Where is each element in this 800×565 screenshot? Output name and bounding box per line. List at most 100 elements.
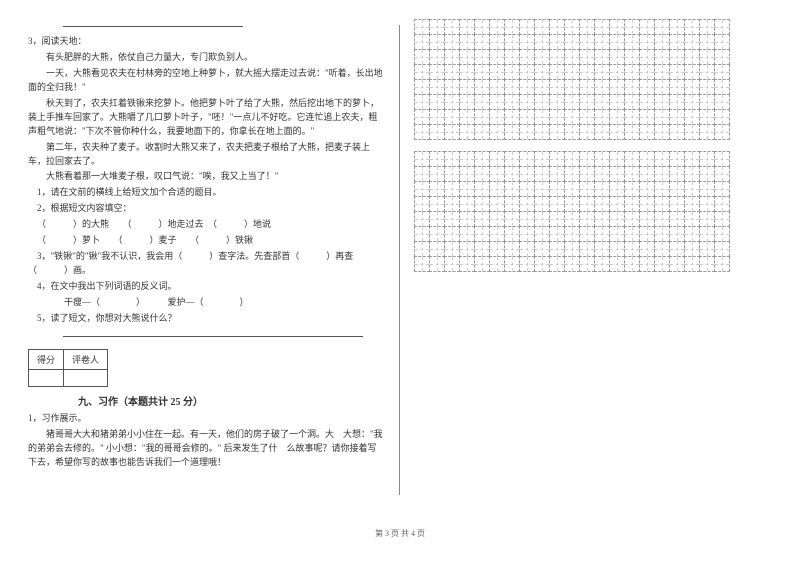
writing-grid-cell xyxy=(519,109,535,125)
writing-grid-cell xyxy=(504,64,520,80)
writing-grid-cell xyxy=(579,166,595,182)
writing-grid-cell xyxy=(639,94,655,110)
writing-grid-cell xyxy=(549,34,565,50)
writing-grid-cell xyxy=(594,256,610,272)
writing-grid-cell xyxy=(489,109,505,125)
writing-grid-cell xyxy=(699,241,715,257)
score-cell-label: 得分 xyxy=(29,349,64,369)
writing-grid-cell xyxy=(519,256,535,272)
writing-grid-cell xyxy=(639,181,655,197)
writing-grid-cell xyxy=(564,181,580,197)
writing-grid-cell xyxy=(459,19,475,35)
writing-grid-cell xyxy=(624,34,640,50)
writing-grid-cell xyxy=(429,79,445,95)
writing-grid-cell xyxy=(549,241,565,257)
writing-grid-cell xyxy=(459,79,475,95)
writing-grid-cell xyxy=(429,226,445,242)
writing-grid-cell xyxy=(639,166,655,182)
writing-grid-cell xyxy=(639,196,655,212)
writing-grid-box xyxy=(415,20,772,140)
writing-grid-cell xyxy=(474,181,490,197)
writing-grid-cell xyxy=(519,49,535,65)
writing-grid-cell xyxy=(609,256,625,272)
writing-grid-row xyxy=(415,182,772,197)
writing-grid-cell xyxy=(624,166,640,182)
writing-grid-cell xyxy=(669,256,685,272)
writing-grid-cell xyxy=(474,64,490,80)
writing-grid-cell xyxy=(579,109,595,125)
writing-grid-cell xyxy=(624,211,640,227)
writing-grid-cell xyxy=(429,166,445,182)
writing-grid-cell xyxy=(474,124,490,140)
writing-grid-cell xyxy=(414,151,430,167)
writing-grid-cell xyxy=(519,34,535,50)
writing-grid-cell xyxy=(579,94,595,110)
writing-grid-row xyxy=(415,152,772,167)
writing-grid-cell xyxy=(654,49,670,65)
writing-grid-cell xyxy=(594,226,610,242)
writing-grid-cell xyxy=(549,79,565,95)
writing-grid-cell xyxy=(594,79,610,95)
writing-grid-cell xyxy=(699,226,715,242)
writing-grid-cell xyxy=(624,196,640,212)
writing-grid-cell xyxy=(684,196,700,212)
writing-grid-cell xyxy=(684,181,700,197)
writing-grid-cell xyxy=(474,34,490,50)
writing-grid-cell xyxy=(609,211,625,227)
writing-grid-cell xyxy=(684,124,700,140)
writing-grid-cell xyxy=(519,166,535,182)
writing-grid-cell xyxy=(414,64,430,80)
writing-grid-cell xyxy=(474,241,490,257)
story-p3: 秋天到了，农夫扛着铁锹来挖萝卜。他把萝卜叶了给了大熊，然后挖出地下的萝卜，装上手… xyxy=(28,97,385,139)
writing-grid-cell xyxy=(534,196,550,212)
writing-grid-cell xyxy=(504,124,520,140)
writing-grid-cell xyxy=(519,64,535,80)
writing-grid-cell xyxy=(699,94,715,110)
writing-grid-cell xyxy=(699,211,715,227)
writing-grid-cell xyxy=(504,151,520,167)
writing-grid-cell xyxy=(654,256,670,272)
writing-grid-cell xyxy=(489,166,505,182)
writing-grid-cell xyxy=(684,49,700,65)
writing-grid-cell xyxy=(669,151,685,167)
writing-grid-cell xyxy=(489,49,505,65)
writing-grid-cell xyxy=(534,19,550,35)
writing-grid-cell xyxy=(549,64,565,80)
writing-grid-cell xyxy=(549,19,565,35)
writing-grid-cell xyxy=(579,211,595,227)
writing-grid-cell xyxy=(684,94,700,110)
writing-grid-cell xyxy=(549,124,565,140)
writing-grid-cell xyxy=(684,256,700,272)
writing-grid-cell xyxy=(609,19,625,35)
writing-grid-cell xyxy=(444,94,460,110)
writing-grid-cell xyxy=(714,64,730,80)
writing-grid-cell xyxy=(519,181,535,197)
writing-grid-cell xyxy=(534,109,550,125)
writing-grid-cell xyxy=(474,211,490,227)
writing-grid-cell xyxy=(489,151,505,167)
writing-grid-cell xyxy=(564,241,580,257)
writing-grid-cell xyxy=(429,34,445,50)
writing-grid-cell xyxy=(444,166,460,182)
sub-q2: 2，根据短文内容填空： xyxy=(28,202,385,216)
writing-grid-cell xyxy=(579,124,595,140)
writing-grid-cell xyxy=(594,94,610,110)
score-table: 得分 评卷人 xyxy=(28,349,108,387)
writing-grid-cell xyxy=(459,166,475,182)
writing-grid-cell xyxy=(639,64,655,80)
writing-grid-cell xyxy=(699,109,715,125)
writing-grid-row xyxy=(415,167,772,182)
story-p4: 第二年，农夫种了麦子。收割时大熊又来了，农夫把麦子根给了大熊，把麦子装上车，拉回… xyxy=(28,141,385,169)
writing-grid-cell xyxy=(654,34,670,50)
writing-grid-cell xyxy=(549,94,565,110)
writing-grid-cell xyxy=(594,151,610,167)
writing-grid-cell xyxy=(639,49,655,65)
writing-grid-cell xyxy=(414,124,430,140)
writing-grid-cell xyxy=(474,79,490,95)
writing-grid-cell xyxy=(624,124,640,140)
writing-grid-cell xyxy=(624,241,640,257)
writing-grid-cell xyxy=(609,34,625,50)
writing-grid-cell xyxy=(504,19,520,35)
writing-grid-cell xyxy=(654,79,670,95)
writing-grid-cell xyxy=(684,64,700,80)
